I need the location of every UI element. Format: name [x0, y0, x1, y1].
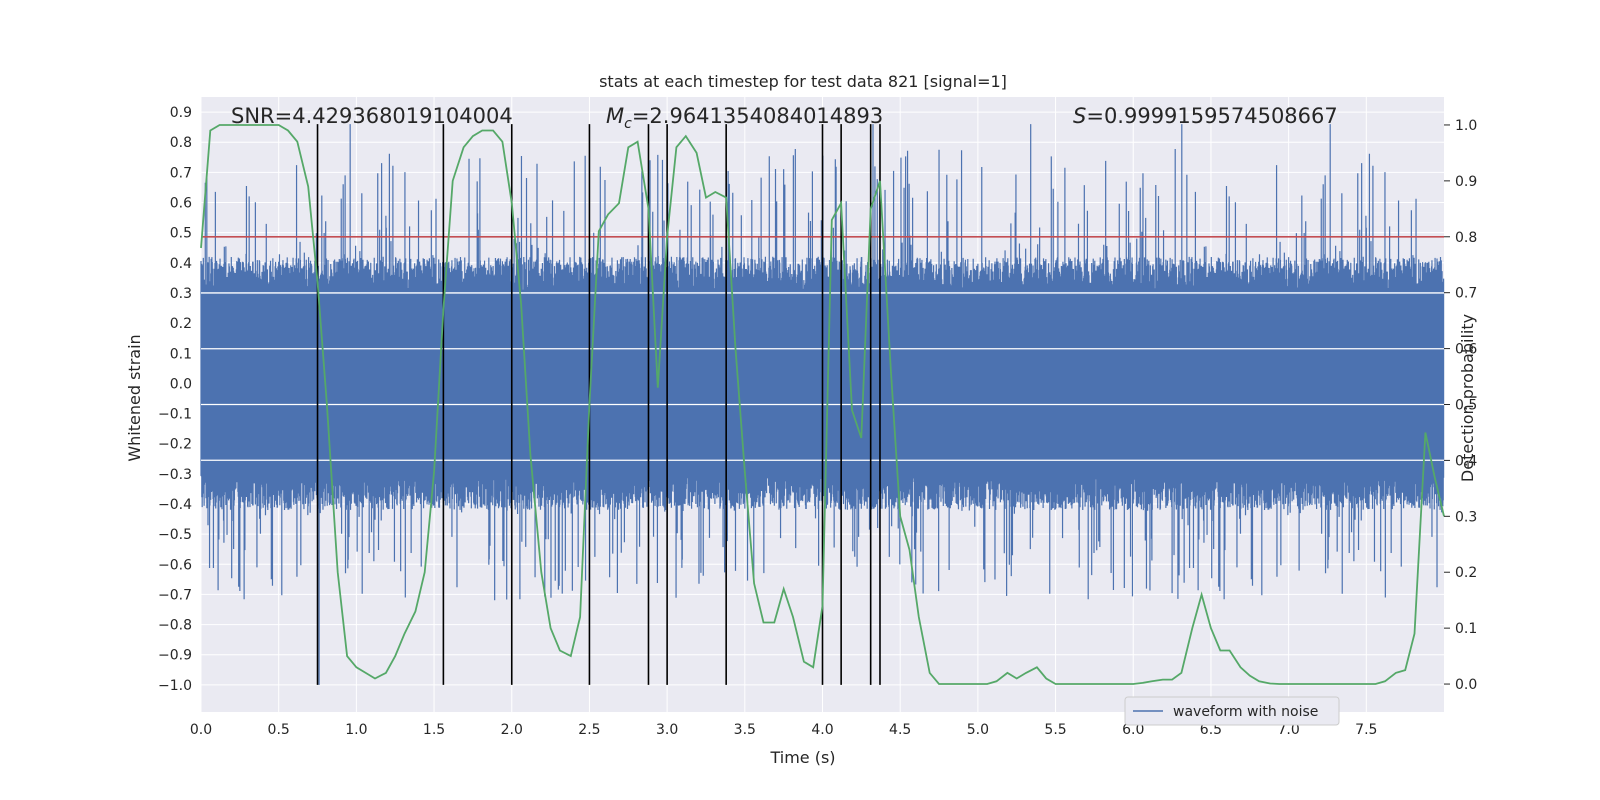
- plot-area: [200, 97, 1445, 712]
- y-tick-label: 0.3: [170, 286, 192, 302]
- legend-box: [1124, 696, 1340, 726]
- snr-annotation: SNR=4.429368019104004: [231, 104, 513, 128]
- x-tick-labels: 0.0 0.5 1.0 1.5 2.0 2.5 3.0 3.5 4.0 4.5 5.0 5.5 6.0 6…: [190, 722, 1378, 738]
- s-symbol: S: [1073, 104, 1086, 128]
- y2-tick-label: 0.6: [1455, 342, 1477, 358]
- y-tick-label: −0.5: [158, 527, 192, 543]
- y-tick-label: 0.8: [170, 135, 192, 151]
- y2-tick-label: 0.9: [1455, 174, 1477, 190]
- y2-tick-label: 1.0: [1455, 118, 1477, 134]
- y2-tick-label: 0.1: [1455, 621, 1477, 637]
- x-tick-label: 1.5: [423, 722, 445, 738]
- y-axis-label: Whitened strain: [125, 334, 144, 461]
- y-tick-label: −0.6: [158, 557, 192, 573]
- x-tick-label: 7.5: [1355, 722, 1377, 738]
- x-tick-label: 3.5: [734, 722, 756, 738]
- mc-annotation: Mc=2.9641354084014893: [606, 104, 883, 132]
- x-tick-label: 6.0: [1122, 722, 1144, 738]
- y2-tick-label: 0.7: [1455, 286, 1477, 302]
- y2-axis-label: Detection probability: [1458, 314, 1477, 482]
- y-tick-label: 0.7: [170, 165, 192, 181]
- y-tick-label: −0.3: [158, 467, 192, 483]
- legend: waveform with noise: [1124, 696, 1340, 726]
- x-tick-label: 5.0: [967, 722, 989, 738]
- y2-tick-label: 0.3: [1455, 509, 1477, 525]
- x-tick-label: 1.0: [345, 722, 367, 738]
- y-tick-label: 0.1: [170, 346, 192, 362]
- y-tick-label: 0.2: [170, 316, 192, 332]
- y-tick-label: 0.6: [170, 196, 192, 212]
- y-tick-label: 0.4: [170, 256, 192, 272]
- y2-tick-label: 0.5: [1455, 398, 1477, 414]
- y-tick-label: −0.4: [158, 497, 192, 513]
- waveform-series: [200, 124, 1445, 685]
- x-tick-label: 0.5: [268, 722, 290, 738]
- x-tick-label: 0.0: [190, 722, 212, 738]
- y-tick-label: −0.9: [158, 648, 192, 664]
- y-tick-label: −0.8: [158, 618, 192, 634]
- chart-title: stats at each timestep for test data 821…: [599, 72, 1007, 91]
- x-tick-label: 7.0: [1277, 722, 1299, 738]
- y2-tick-label: 0.4: [1455, 453, 1477, 469]
- y-tick-label: −0.7: [158, 587, 192, 603]
- s-value: =0.9999159574508667: [1086, 104, 1337, 128]
- y-tick-label: 0.0: [170, 376, 192, 392]
- mc-value: =2.9641354084014893: [632, 104, 883, 128]
- s-annotation: S=0.9999159574508667: [1073, 104, 1338, 128]
- mc-symbol: M: [606, 104, 624, 128]
- mc-subscript: c: [624, 116, 632, 132]
- y2-tick-label: 0.8: [1455, 230, 1477, 246]
- x-tick-label: 5.5: [1044, 722, 1066, 738]
- x-tick-label: 2.5: [578, 722, 600, 738]
- y2-tick-label: 0.0: [1455, 677, 1477, 693]
- legend-label: waveform with noise: [1173, 704, 1318, 720]
- x-tick-label: 2.0: [501, 722, 523, 738]
- y-tick-label: −0.1: [158, 407, 192, 423]
- probability-series: [200, 124, 1445, 685]
- y2-tick-label: 0.2: [1455, 565, 1477, 581]
- y-tick-label: −1.0: [158, 678, 192, 694]
- x-tick-label: 6.5: [1200, 722, 1222, 738]
- x-tick-label: 4.5: [889, 722, 911, 738]
- x-tick-label: 4.0: [811, 722, 833, 738]
- x-tick-label: 3.0: [656, 722, 678, 738]
- y-tick-label: 0.9: [170, 105, 192, 121]
- y2-tick-labels: 1.0 0.9 0.8 0.7 0.6 0.5 0.4 0.3 0.2 0.1 0.0: [1444, 118, 1477, 693]
- y-tick-labels: 0.9 0.8 0.7 0.6 0.5 0.4 0.3 0.2 0.1 0.0 −0.1 −0.2 −0…: [158, 105, 192, 694]
- y-tick-label: 0.5: [170, 226, 192, 242]
- y-tick-label: −0.2: [158, 437, 192, 453]
- x-axis-label: Time (s): [769, 748, 835, 767]
